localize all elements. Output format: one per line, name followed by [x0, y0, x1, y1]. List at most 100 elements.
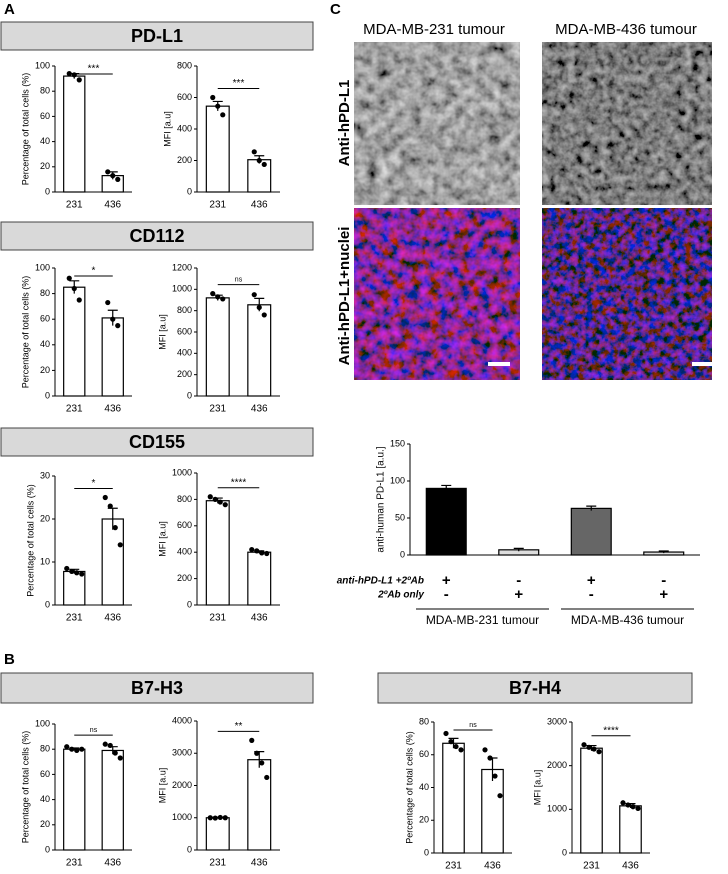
y-tick-label: 0	[187, 186, 192, 196]
data-point	[453, 743, 459, 750]
data-point	[107, 503, 113, 509]
section-box	[0, 672, 314, 704]
data-point	[222, 815, 228, 821]
data-point	[64, 744, 70, 750]
y-tick-label: 400	[177, 123, 192, 133]
y-tick-label: 0	[400, 549, 405, 559]
data-point	[220, 112, 226, 118]
y-axis-label: MFI [a.u]	[157, 521, 167, 557]
y-tick-label: 2000	[547, 760, 567, 770]
data-point	[74, 570, 80, 576]
group-label: MDA-MB-231 tumour	[426, 613, 539, 627]
y-tick-label: 100	[390, 475, 405, 485]
section-title: CD155	[129, 432, 185, 452]
bar	[63, 748, 86, 851]
y-axis-label: MFI [a.u]	[157, 314, 167, 350]
image-column-title: MDA-MB-436 tumour	[555, 21, 697, 38]
data-point	[74, 747, 80, 754]
data-point	[492, 773, 498, 779]
data-point	[215, 294, 221, 300]
y-tick-label: 60	[40, 314, 50, 324]
y-tick-label: 0	[187, 390, 192, 400]
y-tick-label: 20	[40, 161, 50, 171]
data-point	[115, 176, 121, 182]
error-bar	[586, 505, 597, 511]
y-tick-label: 20	[40, 819, 50, 829]
data-point	[596, 749, 602, 755]
y-tick-label: 2000	[172, 780, 192, 790]
y-tick-label: 0	[562, 847, 567, 857]
data-point	[249, 737, 255, 743]
data-point	[107, 742, 113, 749]
data-point	[71, 72, 77, 78]
data-point	[249, 546, 255, 553]
data-point	[102, 741, 108, 747]
row-label: anti-hPD-L1 +2ºAb	[337, 576, 424, 587]
y-tick-label: 1000	[547, 804, 567, 814]
bar	[205, 817, 230, 851]
x-tick-label: 436	[104, 613, 121, 624]
data-point	[102, 494, 108, 501]
y-tick-label: 50	[395, 512, 405, 522]
y-axis-label: Percentage of total cells (%)	[404, 731, 414, 844]
section-title: B7-H3	[131, 678, 183, 698]
data-point	[254, 750, 260, 756]
data-point	[112, 750, 118, 756]
data-point	[630, 804, 636, 810]
data-point	[222, 502, 228, 508]
data-point	[620, 800, 626, 806]
row-mark: -	[516, 572, 521, 589]
significance-label: ****	[231, 477, 247, 488]
data-point	[264, 774, 270, 781]
data-point	[448, 739, 454, 745]
bar	[247, 304, 272, 397]
image-column-title: MDA-MB-231 tumour	[363, 21, 505, 38]
y-tick-label: 400	[177, 547, 192, 557]
data-point	[210, 94, 216, 101]
section-title: B7-H4	[509, 678, 561, 698]
data-point	[76, 77, 82, 83]
y-tick-label: 100	[35, 718, 50, 728]
x-tick-label: 231	[66, 404, 83, 415]
section-box	[0, 427, 314, 457]
data-point	[264, 550, 270, 557]
y-tick-label: 1000	[172, 812, 192, 822]
data-point	[256, 304, 262, 311]
data-point	[66, 275, 72, 281]
data-point	[220, 296, 226, 302]
section-box	[377, 672, 693, 704]
data-point	[458, 747, 464, 753]
y-axis-label: Percentage of total cells (%)	[20, 73, 30, 186]
data-point	[251, 149, 257, 155]
data-point	[71, 285, 77, 292]
data-point	[207, 494, 213, 500]
x-tick-label: 231	[66, 200, 83, 211]
row-mark: +	[659, 586, 668, 603]
data-point	[581, 742, 587, 748]
row-mark: -	[589, 586, 594, 603]
data-point	[256, 157, 262, 164]
significance-label: *	[92, 266, 96, 277]
y-tick-label: 40	[40, 339, 50, 349]
y-tick-label: 800	[177, 494, 192, 504]
data-point	[217, 499, 223, 505]
bar	[205, 500, 230, 606]
significance-label: ***	[88, 64, 100, 75]
x-tick-label: 436	[484, 861, 501, 872]
error-bar	[658, 550, 669, 554]
section-title: PD-L1	[131, 26, 183, 46]
y-tick-label: 100	[35, 262, 50, 272]
bar	[247, 759, 272, 851]
y-tick-label: 0	[45, 844, 50, 854]
bar	[619, 805, 642, 854]
x-tick-label: 436	[251, 613, 268, 624]
y-tick-label: 4000	[172, 715, 192, 725]
data-point	[487, 755, 493, 761]
y-tick-label: 0	[424, 847, 429, 857]
data-point	[591, 746, 597, 752]
y-tick-label: 200	[177, 573, 192, 583]
panel-label: C	[330, 1, 341, 18]
panel-label: A	[4, 1, 15, 18]
y-tick-label: 150	[390, 438, 405, 448]
